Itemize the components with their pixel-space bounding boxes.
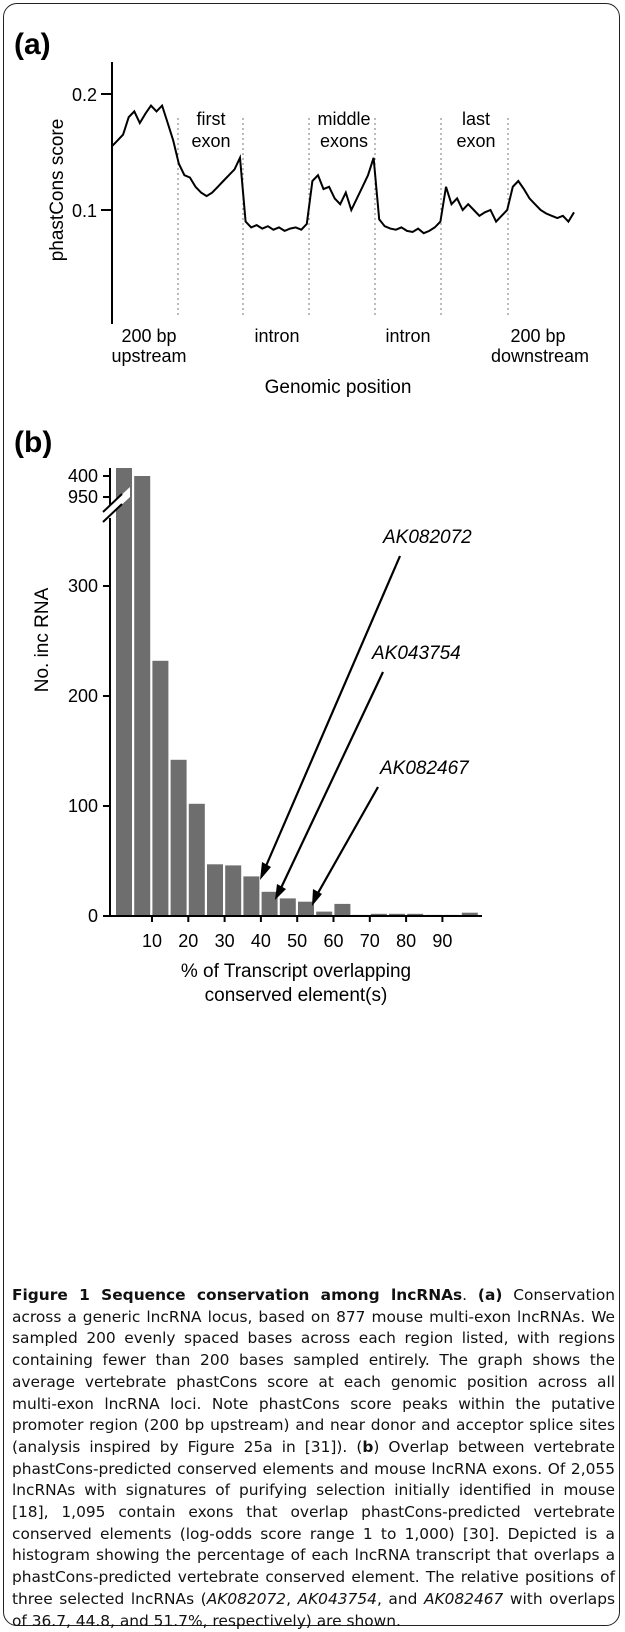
region-label-upstream: 200 bp [121,326,176,346]
caption-text: . [462,1286,478,1304]
region-label-intron: intron [254,326,299,346]
panel-b-label: (b) [14,426,52,459]
panel-a: (a) phastCons score 0.2 0.1 first exon m… [14,28,589,398]
axis-break-gap [103,487,130,522]
panel-b-ylabel: No. inc RNA [32,587,53,692]
caption-text: (a) [477,1286,503,1304]
histogram-bar [298,901,314,916]
region-label-upstream: upstream [111,346,186,366]
panel-b-xtick-label: 90 [432,931,452,951]
caption-text: , [286,1589,298,1608]
region-label-first-exon: exon [191,131,230,151]
region-label-downstream: downstream [491,346,589,366]
caption-text: ) Overlap between vertebrate phastCons-p… [12,1437,615,1608]
panel-b-ytick-label: 300 [68,576,98,596]
region-dividers [177,118,509,318]
annotation-ak043754: AK043754 [371,643,461,664]
region-label-last-exon: exon [456,131,495,151]
caption-text: with overlaps of 36.7, 44.8, and 51.7%, … [12,1589,615,1630]
caption-gene-name: AK082467 [423,1589,504,1608]
histogram-bar [207,864,223,916]
histogram-bar [334,903,351,916]
region-label-middle-exons: middle [317,109,370,129]
histogram-bar [407,913,424,916]
panel-b-ytick-label: 950 [68,487,98,507]
panel-b-ytick-label: 0 [88,906,98,926]
histogram-bar [461,912,478,916]
figure-frame [3,3,620,1626]
panel-a-label: (a) [14,28,51,61]
histogram-bar [188,803,205,916]
histogram-bar [261,891,278,916]
region-label-intron: intron [385,326,430,346]
panel-b-xtick-label: 50 [287,931,307,951]
histogram-bar [116,468,132,916]
panel-a-ytick-label: 0.2 [72,85,97,105]
caption-text: Conservation across a generic lncRNA loc… [12,1286,615,1456]
panel-b-xtick-label: 70 [360,931,380,951]
histogram-bar [170,759,187,916]
axis-break-mark [102,493,123,513]
arrowhead-ak043754 [275,884,286,900]
histogram-bar [370,913,387,916]
histogram-bar [389,913,405,916]
panel-b-xticks: 10 20 30 40 50 60 70 80 90 [142,916,452,951]
phastcons-line [111,103,575,235]
histogram-bar [316,911,333,916]
panel-b-xtick-label: 80 [396,931,416,951]
arrow-ak082467 [317,786,379,894]
annotation-arrows [264,555,402,894]
figure-caption: Figure 1 Sequence conservation among lnc… [12,1285,615,1632]
histogram-bar [243,876,260,916]
panel-b-ytick-label: 200 [68,686,98,706]
arrowhead-ak082467 [312,889,322,906]
panel-b-ytick-label: 100 [68,796,98,816]
histogram-bar [225,865,242,916]
panel-a-ylabel: phastCons score [47,119,68,262]
caption-gene-name: AK082072 [206,1589,287,1608]
caption-title: Figure 1 Sequence conservation among lnc… [12,1286,463,1304]
histogram-bar [279,898,296,916]
panel-b-xtick-label: 20 [178,931,198,951]
panel-b-xlabel: % of Transcript overlapping [181,961,411,982]
figure-canvas: (a) phastCons score 0.2 0.1 first exon m… [14,28,589,1006]
panel-b-xlabel: conserved element(s) [205,985,388,1006]
arrowhead-ak082072 [260,862,271,880]
region-label-first-exon: first [197,109,226,129]
region-label-last-exon: last [462,109,490,129]
histogram-bar [134,476,151,916]
caption-text: b [362,1437,374,1456]
annotation-ak082072: AK082072 [382,527,472,548]
panel-b-xtick-label: 60 [323,931,343,951]
panel-a-ytick-label: 0.1 [72,201,97,221]
arrow-ak082072 [264,555,402,867]
panel-b-xtick-label: 30 [215,931,235,951]
histogram-bar [152,660,169,916]
arrow-ak043754 [280,671,384,889]
panel-b-xtick-label: 10 [142,931,162,951]
region-label-downstream: 200 bp [510,326,565,346]
caption-text: , and [376,1589,424,1608]
panel-b-ytick-label: 400 [68,466,98,486]
panel-b-xtick-label: 40 [251,931,271,951]
panel-a-xlabel: Genomic position [265,377,412,398]
axis-break-mark [102,503,123,523]
caption-gene-name: AK043754 [297,1589,377,1608]
histogram-bars [103,468,478,916]
region-label-middle-exons: exons [320,131,368,151]
annotation-ak082467: AK082467 [379,758,470,779]
